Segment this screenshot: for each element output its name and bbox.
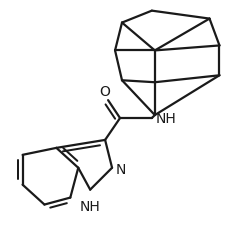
Text: NH: NH <box>156 112 177 126</box>
Text: O: O <box>100 85 111 99</box>
Text: NH: NH <box>80 200 101 213</box>
Text: N: N <box>116 163 126 177</box>
